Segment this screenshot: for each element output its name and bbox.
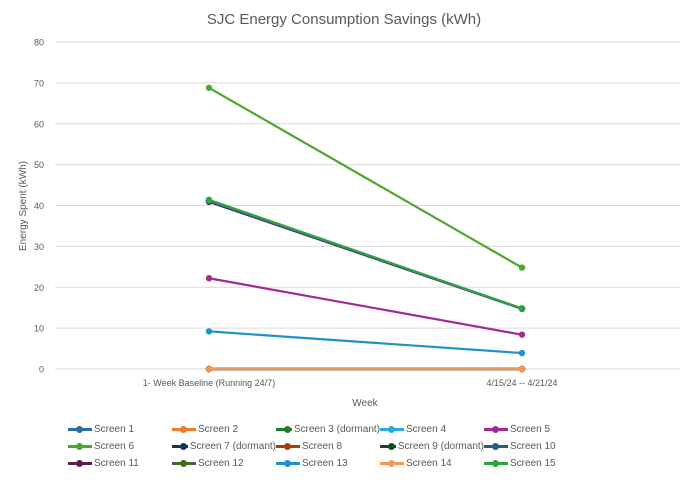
legend-swatch	[484, 459, 508, 467]
y-tick-label: 30	[34, 242, 44, 252]
legend-item: Screen 4	[380, 424, 484, 435]
legend-item: Screen 2	[172, 424, 276, 435]
series-screen-13	[205, 328, 526, 357]
x-axis-label: Week	[352, 398, 378, 409]
legend-label: Screen 1	[94, 424, 135, 435]
legend-swatch	[68, 442, 92, 450]
data-point	[518, 365, 526, 373]
legend-label: Screen 15	[510, 458, 556, 469]
y-tick-label: 70	[34, 78, 44, 88]
legend-label: Screen 2	[198, 424, 239, 435]
legend-item: Screen 9 (dormant)	[380, 441, 484, 452]
data-point	[205, 84, 213, 91]
legend-label: Screen 4	[406, 424, 447, 435]
legend-item: Screen 1	[68, 424, 172, 435]
legend-item: Screen 15	[484, 458, 588, 469]
legend-item: Screen 7 (dormant)	[172, 441, 276, 452]
data-point	[518, 305, 526, 312]
legend-label: Screen 8	[302, 441, 343, 452]
legend-swatch	[276, 442, 300, 450]
series-screen-14	[205, 365, 526, 373]
legend-item: Screen 14	[380, 458, 484, 469]
legend-swatch	[484, 425, 508, 433]
legend-item: Screen 6	[68, 441, 172, 452]
data-point	[205, 196, 213, 203]
y-tick-label: 10	[34, 324, 44, 334]
legend-label: Screen 12	[198, 458, 244, 469]
legend-item: Screen 11	[68, 458, 172, 469]
legend-label: Screen 14	[406, 458, 452, 469]
chart-svg: SJC Energy Consumption Savings (kWh) 0 10…	[18, 11, 680, 409]
legend-swatch	[380, 442, 396, 450]
y-tick-label: 60	[34, 119, 44, 129]
legend-swatch	[380, 425, 404, 433]
legend: Screen 1 Screen 2 Screen 3 (dormant) Screen…	[68, 424, 628, 469]
y-tick-label: 40	[34, 201, 44, 211]
legend-label: Screen 6	[94, 441, 135, 452]
legend-swatch	[276, 459, 300, 467]
legend-swatch	[68, 459, 92, 467]
legend-label: Screen 11	[94, 458, 139, 469]
legend-label: Screen 9 (dormant)	[397, 441, 484, 452]
chart-title: SJC Energy Consumption Savings (kWh)	[207, 11, 481, 28]
legend-item: Screen 13	[276, 458, 380, 469]
legend-label: Screen 5	[510, 424, 551, 435]
series-line	[208, 86, 523, 269]
legend-swatch	[172, 442, 188, 450]
legend-swatch	[484, 442, 508, 450]
data-point	[205, 275, 213, 282]
data-point	[518, 331, 526, 338]
series-line	[208, 330, 523, 355]
legend-label: Screen 3 (dormant)	[293, 424, 380, 435]
legend-item: Screen 8	[276, 441, 380, 452]
data-point	[518, 349, 526, 357]
legend-label: Screen 10	[510, 441, 556, 452]
legend-item: Screen 10	[484, 441, 588, 452]
legend-swatch	[172, 425, 196, 433]
series-screen-15	[205, 196, 526, 312]
y-tick-label: 0	[39, 365, 44, 375]
data-point	[205, 365, 213, 373]
y-tick-label: 80	[34, 38, 44, 48]
series-screen-6	[205, 84, 526, 271]
x-tick-label: 1- Week Baseline (Running 24/7)	[143, 378, 275, 388]
legend-item: Screen 5	[484, 424, 588, 435]
data-point	[205, 328, 213, 335]
data-point	[518, 264, 526, 271]
series-line	[208, 277, 523, 336]
series-line	[208, 198, 523, 310]
legend-label: Screen 7 (dormant)	[189, 441, 276, 452]
x-tick-label: 4/15/24 -- 4/21/24	[486, 378, 557, 388]
legend-swatch	[276, 425, 292, 433]
legend-item: Screen 12	[172, 458, 276, 469]
legend-swatch	[172, 459, 196, 467]
y-axis-label: Energy Spent (kWh)	[18, 161, 29, 251]
y-tick-label: 20	[34, 283, 44, 293]
legend-item: Screen 3 (dormant)	[276, 424, 380, 435]
legend-swatch	[380, 459, 404, 467]
series-screen-5	[205, 275, 526, 338]
legend-swatch	[68, 425, 92, 433]
y-tick-label: 50	[34, 160, 44, 170]
legend-label: Screen 13	[302, 458, 348, 469]
